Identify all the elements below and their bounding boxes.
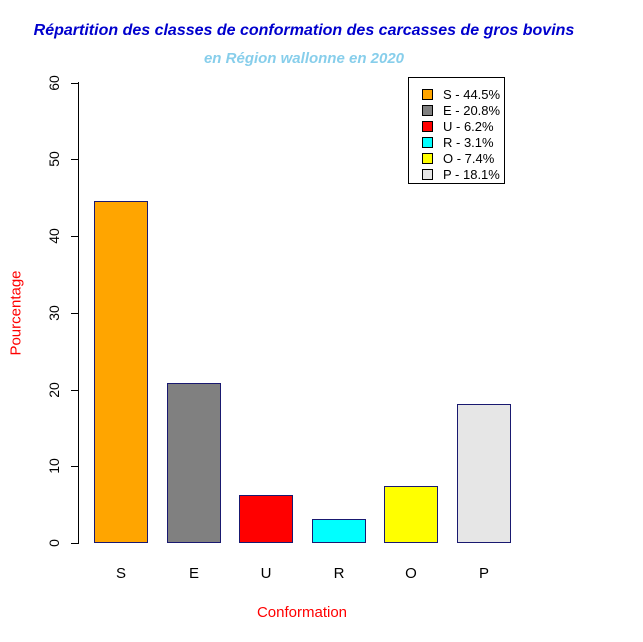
bar-O bbox=[384, 486, 438, 543]
legend-label: S - 44.5% bbox=[443, 86, 501, 102]
legend-item: P - 18.1% bbox=[409, 166, 504, 182]
legend-swatch-icon bbox=[422, 152, 433, 164]
bar-R bbox=[312, 519, 366, 543]
y-tick-label: 20 bbox=[46, 382, 62, 398]
legend-item: R - 3.1% bbox=[409, 134, 504, 150]
legend-item: S - 44.5% bbox=[409, 86, 504, 102]
y-tick-label: 0 bbox=[46, 539, 62, 547]
x-category-label-U: U bbox=[260, 565, 272, 582]
x-category-label-O: O bbox=[405, 565, 417, 582]
bar-S bbox=[94, 201, 148, 543]
x-category-label-S: S bbox=[115, 565, 127, 582]
legend-item: U - 6.2% bbox=[409, 118, 504, 134]
legend-label: E - 20.8% bbox=[443, 102, 501, 118]
legend-item: O - 7.4% bbox=[409, 150, 504, 166]
y-axis-label: Pourcentage bbox=[7, 270, 25, 356]
y-tick-mark bbox=[71, 313, 79, 314]
chart-subtitle: en Région wallonne en 2020 bbox=[203, 50, 405, 67]
legend-item: E - 20.8% bbox=[409, 102, 504, 118]
x-category-label-E: E bbox=[188, 565, 200, 582]
y-tick-mark bbox=[71, 543, 79, 544]
y-tick-mark bbox=[71, 159, 79, 160]
y-tick-mark bbox=[71, 390, 79, 391]
x-category-label-R: R bbox=[333, 565, 345, 582]
legend-swatch-icon bbox=[422, 136, 433, 148]
chart-title: Répartition des classes de conformation … bbox=[33, 22, 575, 39]
legend-swatch-icon bbox=[422, 104, 433, 116]
y-tick-label: 30 bbox=[46, 305, 62, 321]
y-tick-label: 60 bbox=[46, 75, 62, 91]
y-tick-mark bbox=[71, 466, 79, 467]
y-tick-label: 50 bbox=[46, 151, 62, 167]
x-axis-label: Conformation bbox=[256, 604, 348, 621]
legend-label: O - 7.4% bbox=[443, 150, 495, 166]
legend-label: R - 3.1% bbox=[443, 134, 494, 150]
x-category-label-P: P bbox=[478, 565, 490, 582]
legend-swatch-icon bbox=[422, 88, 433, 100]
legend-label: P - 18.1% bbox=[443, 166, 500, 182]
bar-U bbox=[239, 495, 293, 543]
y-tick-label: 10 bbox=[46, 458, 62, 474]
legend: S - 44.5% E - 20.8% U - 6.2% R - 3.1% O - 7.… bbox=[408, 77, 505, 184]
y-tick-label: 40 bbox=[46, 228, 62, 244]
bar-P bbox=[457, 404, 511, 543]
y-tick-mark bbox=[71, 83, 79, 84]
bar-E bbox=[167, 383, 221, 543]
y-tick-mark bbox=[71, 236, 79, 237]
legend-swatch-icon bbox=[422, 120, 433, 132]
legend-label: U - 6.2% bbox=[443, 118, 494, 134]
legend-swatch-icon bbox=[422, 168, 433, 180]
